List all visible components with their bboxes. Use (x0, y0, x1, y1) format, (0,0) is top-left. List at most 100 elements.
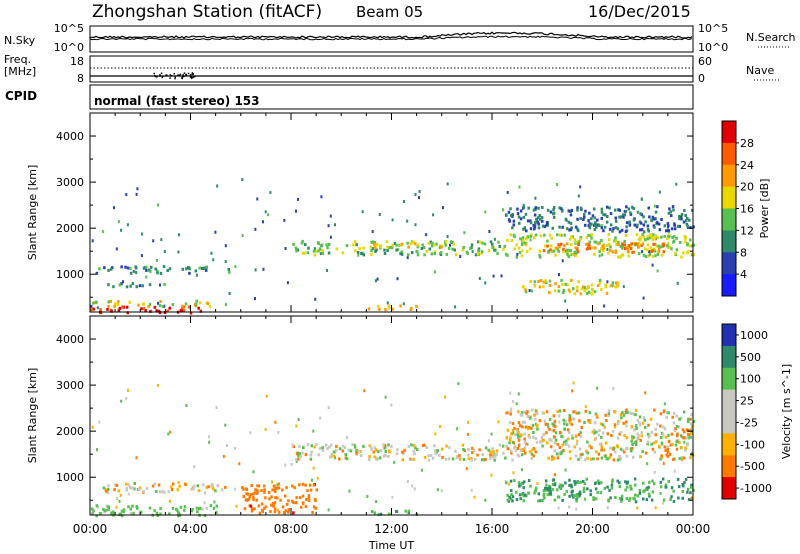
power-echo-cell (122, 280, 124, 284)
freq-label: Freq. (4, 53, 31, 66)
vel-band-cell (651, 447, 655, 451)
power-band-cell (574, 225, 578, 229)
vel-band-cell (632, 455, 635, 459)
vel-band-cell (172, 482, 175, 486)
power-echo-cell (516, 253, 519, 256)
power-band-cell (602, 243, 605, 247)
vel-band-cell (559, 483, 562, 487)
vel-band-cell (434, 452, 437, 455)
power-band-cell (526, 235, 530, 239)
vel-band-cell (95, 504, 99, 508)
power-band-cell (571, 235, 575, 239)
vel-band-cell (552, 428, 556, 432)
power-band-cell (623, 213, 627, 217)
vel-band-cell (203, 514, 207, 518)
vel-band-cell (425, 446, 428, 449)
vel-echo-cell (517, 392, 520, 396)
power-band-cell (159, 300, 162, 304)
power-band-cell (653, 236, 656, 240)
vel-band-cell (689, 491, 692, 495)
power-band-cell (569, 249, 573, 253)
vel-band-cell (586, 440, 589, 444)
vel-band-cell (677, 485, 681, 489)
vel-band-cell (664, 435, 668, 439)
vel-band-cell (305, 498, 308, 501)
vel-band-cell (677, 496, 680, 500)
power-band-cell (625, 205, 628, 209)
vel-band-cell (642, 481, 645, 485)
power-band-cell (95, 300, 98, 304)
vel-band-cell (646, 432, 650, 436)
power-band-cell (627, 207, 631, 211)
vel-band-cell (567, 431, 571, 435)
vel-band-cell (562, 449, 565, 452)
beam-label: Beam 05 (356, 3, 423, 21)
vel-band-cell (625, 454, 629, 458)
power-echo-cell (159, 283, 161, 287)
vel-band-cell (553, 449, 556, 453)
vel-band-cell (523, 440, 527, 444)
power-band-cell (614, 239, 617, 243)
power-band-cell (649, 233, 652, 237)
power-band-cell (429, 240, 432, 244)
vel-band-cell (489, 456, 492, 460)
power-echo-cell (396, 277, 399, 281)
vel-band-cell (458, 454, 461, 458)
vel-band-cell (647, 435, 651, 439)
vel-band-cell (625, 446, 629, 450)
power-band-cell (690, 253, 694, 257)
vel-band-cell (607, 413, 611, 417)
power-band-cell (588, 246, 591, 250)
vel-echo-cell (96, 448, 98, 452)
vel-band-cell (632, 435, 635, 439)
vel-band-cell (302, 446, 305, 450)
power-band-cell (588, 226, 591, 230)
power-echo-cell (488, 230, 491, 233)
power-echo-cell (598, 254, 601, 258)
power-band-cell (561, 209, 564, 213)
power-band-cell (577, 243, 580, 246)
power-band-cell (576, 250, 580, 254)
power-band-cell (453, 248, 456, 252)
power-echo-cell (446, 235, 449, 238)
power-band-cell (518, 251, 522, 255)
vel-band-cell (684, 448, 687, 452)
power-band-cell (550, 236, 554, 240)
power-band-cell (667, 223, 670, 227)
power-band-cell (509, 233, 512, 237)
power-echo-cell (376, 277, 379, 281)
vel-band-cell (511, 422, 515, 426)
vel-band-cell (509, 410, 512, 414)
vel-band-cell (273, 510, 277, 514)
vel-colorbar-label: -1000 (740, 482, 772, 495)
power-band-cell (198, 266, 202, 270)
vel-echo-cell (295, 424, 298, 428)
vel-band-cell (542, 432, 546, 436)
power-echo-cell (160, 238, 163, 242)
power-band-cell (227, 268, 230, 271)
vel-band-cell (523, 432, 526, 436)
vel-band-cell (335, 444, 338, 448)
power-band-cell (203, 267, 206, 271)
power-band-cell (570, 243, 573, 247)
power-band-cell (542, 280, 545, 284)
vel-band-cell (242, 495, 245, 498)
vel-band-cell (675, 414, 678, 418)
power-y-tick-label: 4000 (56, 130, 84, 143)
vel-band-cell (619, 456, 622, 460)
power-band-cell (583, 213, 586, 216)
power-band-cell (387, 306, 391, 310)
vel-band-cell (129, 507, 133, 511)
power-band-cell (641, 233, 644, 237)
vel-band-cell (601, 431, 605, 435)
power-band-cell (317, 249, 320, 253)
power-band-cell (353, 240, 357, 244)
power-echo-cell (214, 230, 217, 234)
vel-band-cell (572, 494, 576, 498)
vel-echo-cell (312, 466, 315, 470)
vel-echo-cell (662, 501, 665, 505)
vel-band-cell (145, 486, 149, 490)
power-band-cell (538, 285, 542, 289)
power-band-cell (628, 220, 631, 224)
power-band-cell (195, 299, 198, 303)
